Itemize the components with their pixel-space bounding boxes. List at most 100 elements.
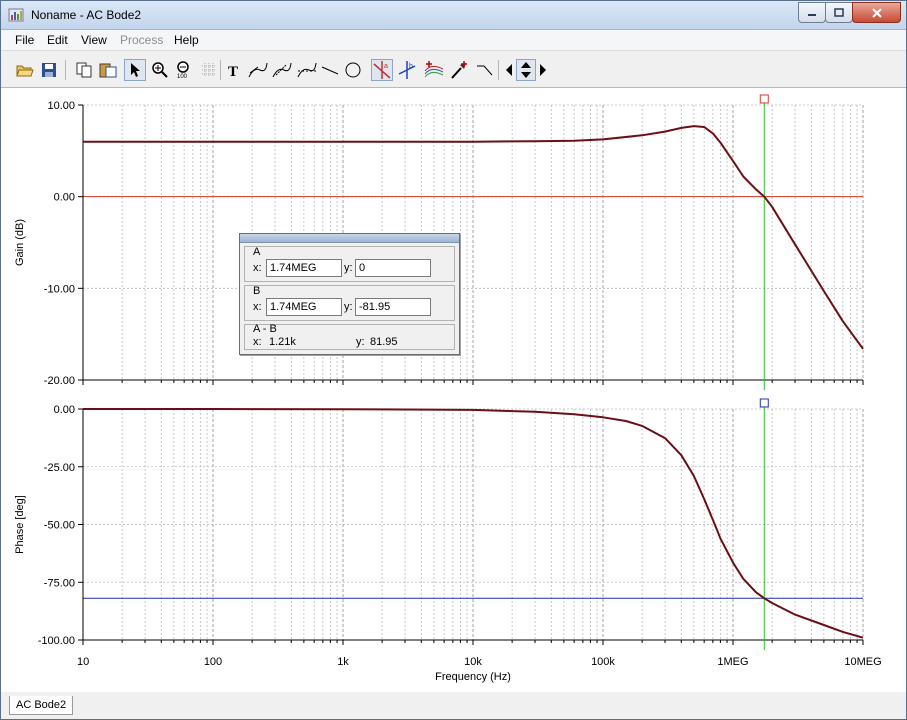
- pointer-icon: [131, 63, 140, 77]
- gain-curve: [83, 125, 864, 350]
- add-curve-icon: [424, 61, 444, 78]
- cursor-diff-label: A - B: [253, 323, 277, 335]
- cursor-b-y-field[interactable]: -81.95: [355, 298, 431, 316]
- gain-y-tick-label: -10.00: [44, 283, 75, 295]
- x-tick-label: 10: [77, 656, 89, 668]
- step-button[interactable]: [474, 59, 496, 81]
- gain-y-tick-label: 0.00: [54, 192, 75, 204]
- text-tool[interactable]: T: [223, 59, 245, 81]
- phase-cursor-marker: [759, 398, 769, 408]
- save-icon: [42, 63, 56, 77]
- phase-y-tick-label: -75.00: [44, 577, 75, 589]
- menu-view[interactable]: View: [81, 33, 107, 47]
- curve-dash-tool[interactable]: [296, 59, 318, 81]
- cursor-b-button[interactable]: b: [396, 59, 418, 81]
- open-icon: [16, 65, 34, 77]
- grid-icon: [202, 63, 216, 77]
- line-tool[interactable]: [319, 59, 341, 81]
- curve-label-tool[interactable]: [271, 59, 293, 81]
- cursor-b-group: B x: 1.74MEG y: -81.95: [244, 285, 455, 321]
- step-icon: [477, 65, 493, 76]
- line-icon: [321, 66, 339, 75]
- gain-y-axis-label: Gain (dB): [14, 219, 26, 266]
- toolbar-separator: [65, 60, 66, 80]
- gain-y-tick-label: -20.00: [44, 375, 75, 387]
- status-bar: AC Bode2: [1, 692, 906, 719]
- toolbar: 100 T a b: [1, 54, 906, 86]
- close-button[interactable]: [852, 2, 901, 23]
- arrow-right-icon: [540, 64, 546, 76]
- paste-button[interactable]: [97, 59, 119, 81]
- zoom-in-icon: [152, 62, 168, 78]
- open-button[interactable]: [14, 59, 36, 81]
- app-icon: [8, 8, 24, 22]
- cursor-a-group: A x: 1.74MEG y: 0: [244, 246, 455, 282]
- x-tick-label: 10MEG: [844, 656, 881, 668]
- menu-process[interactable]: Process: [120, 33, 164, 47]
- plot-area[interactable]: 10.00 0.00 -10.00 -20.00 Gain (dB) 0.00 -25.00…: [1, 87, 906, 693]
- svg-text:100: 100: [177, 74, 188, 79]
- toolbar-separator: [220, 60, 221, 80]
- phase-y-tick-label: -100.00: [38, 635, 75, 647]
- x-tick-label: 100: [204, 656, 222, 668]
- cursor-a-x-field[interactable]: 1.74MEG: [266, 259, 342, 277]
- pointer-tool[interactable]: [124, 59, 146, 81]
- cursor-a-x-label: x:: [253, 262, 262, 274]
- grid-button[interactable]: [198, 59, 220, 81]
- cursor-diff-y-value: 81.95: [370, 336, 398, 348]
- phase-y-axis-label: Phase [deg]: [14, 495, 26, 554]
- curve-dash-icon: [297, 62, 317, 78]
- curve-arrow-icon: [248, 62, 268, 78]
- menu-file[interactable]: File: [15, 33, 35, 47]
- save-button[interactable]: [38, 59, 60, 81]
- circle-tool[interactable]: [342, 59, 364, 81]
- curve-label-icon: [272, 62, 292, 78]
- cursor-a-icon: a: [373, 61, 391, 79]
- nav-left-button[interactable]: [502, 59, 516, 81]
- minimize-button[interactable]: [798, 2, 826, 23]
- pen-icon: [451, 61, 467, 79]
- cursor-diff-x-label: x:: [253, 336, 262, 348]
- maximize-button[interactable]: [825, 2, 853, 23]
- svg-text:b: b: [409, 63, 413, 70]
- nav-right-button[interactable]: [536, 59, 550, 81]
- x-tick-label: 1k: [337, 656, 349, 668]
- nav-updown-button[interactable]: [516, 59, 536, 81]
- cursor-a-button[interactable]: a: [371, 59, 393, 81]
- cursor-a-y-field[interactable]: 0: [355, 259, 431, 277]
- gain-y-tick-label: 10.00: [47, 100, 75, 112]
- curve-arrow-tool[interactable]: [247, 59, 269, 81]
- copy-icon: [76, 62, 92, 78]
- phase-y-tick-label: 0.00: [54, 404, 75, 416]
- svg-text:a: a: [384, 63, 388, 70]
- copy-button[interactable]: [73, 59, 95, 81]
- zoom-100-button[interactable]: 100: [173, 59, 195, 81]
- cursor-b-x-label: x:: [253, 301, 262, 313]
- text-icon: T: [228, 64, 238, 78]
- cursor-a-y-label: y:: [344, 262, 353, 274]
- cursor-b-x-field[interactable]: 1.74MEG: [266, 298, 342, 316]
- tab-ac-bode2[interactable]: AC Bode2: [9, 696, 74, 715]
- menu-bar: File Edit View Process Help: [1, 30, 906, 51]
- pen-button[interactable]: [448, 59, 470, 81]
- svg-text:T: T: [228, 64, 238, 78]
- paste-icon: [99, 63, 117, 78]
- cursor-b-icon: b: [398, 61, 416, 79]
- x-tick-label: 10k: [464, 656, 482, 668]
- cursor-b-label: B: [253, 285, 261, 297]
- title-bar[interactable]: Noname - AC Bode2: [1, 1, 906, 30]
- arrow-updown-icon: [521, 62, 531, 78]
- cursor-a-label: A: [253, 246, 261, 258]
- bode-plot[interactable]: 10.00 0.00 -10.00 -20.00 Gain (dB) 0.00 -25.00…: [1, 88, 906, 692]
- cursor-readout-panel[interactable]: A x: 1.74MEG y: 0 B x: 1.74MEG y: -81.95…: [239, 233, 460, 355]
- zoom-in-button[interactable]: [149, 59, 171, 81]
- zoom-100-icon: 100: [177, 61, 189, 79]
- add-curve-button[interactable]: [423, 59, 445, 81]
- phase-y-tick-label: -50.00: [44, 520, 75, 532]
- cursor-panel-titlebar[interactable]: [240, 234, 459, 243]
- gain-cursor-marker: [759, 94, 769, 104]
- menu-edit[interactable]: Edit: [47, 33, 68, 47]
- menu-help[interactable]: Help: [174, 33, 199, 47]
- cursor-b-y-label: y:: [344, 301, 353, 313]
